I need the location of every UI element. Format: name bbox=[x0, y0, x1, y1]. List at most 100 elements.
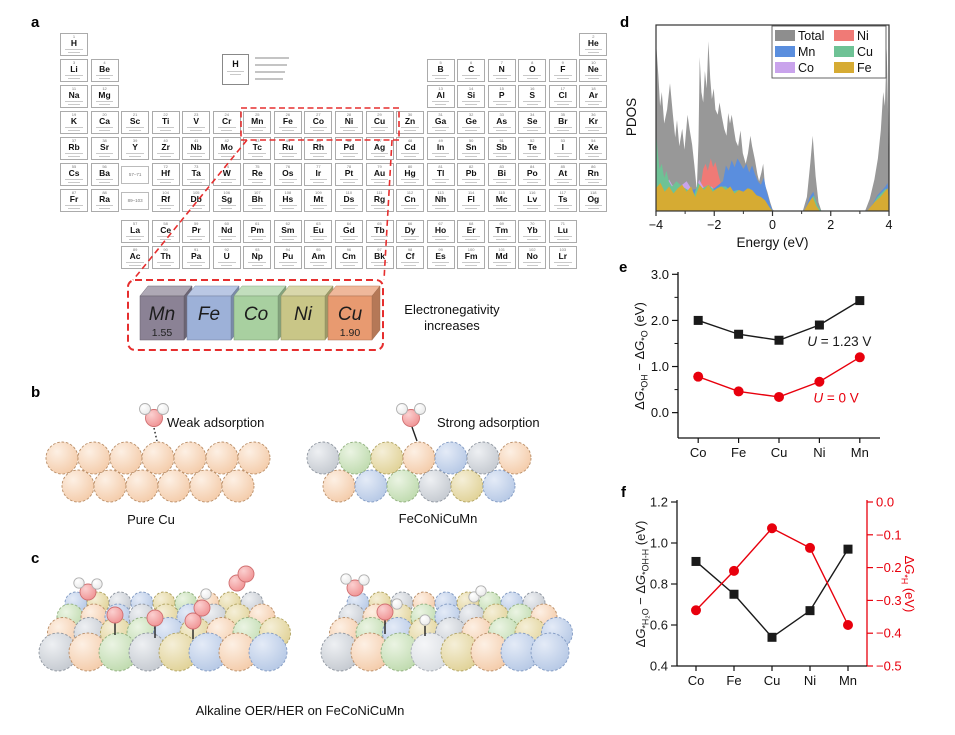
element-cell-Hg: 80 Hg bbox=[396, 163, 425, 186]
element-cell-Ga: 31 Ga bbox=[426, 111, 455, 134]
x-tick-label: −4 bbox=[649, 218, 663, 232]
element-cell-At: 85 At bbox=[548, 163, 577, 186]
cube-symbol: Ni bbox=[294, 304, 313, 325]
metal-atom-sphere bbox=[125, 469, 159, 503]
zoom-line-right bbox=[383, 139, 393, 281]
legend-label: Co bbox=[798, 61, 814, 75]
data-point-square bbox=[691, 556, 701, 566]
element-cell-Eu: 63 Eu bbox=[304, 220, 333, 243]
series-line bbox=[695, 548, 849, 639]
element-cell-Po: 84 Po bbox=[518, 163, 547, 186]
right-y-tick-label: −0.3 bbox=[876, 593, 902, 608]
x-category-label: Ni bbox=[804, 673, 816, 688]
metal-atom-sphere bbox=[45, 441, 79, 475]
data-point-square bbox=[734, 329, 744, 339]
right-y-tick-label: −0.4 bbox=[876, 626, 902, 641]
element-cell-Pb: 82 Pb bbox=[457, 163, 486, 186]
cube-front-face bbox=[280, 295, 326, 341]
data-point-square bbox=[767, 632, 777, 642]
legend-swatch-total bbox=[775, 30, 795, 41]
element-cell-No: 102 No bbox=[518, 246, 547, 269]
element-cell-Ti: 22 Ti bbox=[151, 111, 180, 134]
element-cell-Ru: 44 Ru bbox=[273, 137, 302, 160]
element-cell-As: 33 As bbox=[487, 111, 516, 134]
element-cell-Pm: 61 Pm bbox=[243, 220, 272, 243]
zoom-line-left bbox=[132, 139, 248, 281]
element-cell-Sm: 62 Sm bbox=[273, 220, 302, 243]
x-tick-label: −2 bbox=[707, 218, 721, 232]
data-point-circle bbox=[843, 620, 853, 630]
x-category-label: Mn bbox=[851, 445, 869, 460]
legend-label: Cu bbox=[857, 45, 873, 59]
strong-adsorption-label: Strong adsorption bbox=[437, 415, 540, 430]
legend-label: Total bbox=[798, 29, 824, 43]
hydrogen-atom bbox=[157, 403, 169, 415]
hydrogen-atom bbox=[73, 577, 85, 589]
cube-top-face bbox=[233, 285, 287, 297]
metal-atom-sphere bbox=[61, 469, 95, 503]
cube-top-face bbox=[139, 285, 193, 297]
element-cell-He: 2 He bbox=[579, 33, 608, 56]
metal-atom-sphere bbox=[530, 632, 570, 672]
element-placeholder: 57–71 bbox=[121, 166, 150, 184]
key-callout-text bbox=[255, 57, 289, 59]
key-callout-text bbox=[255, 71, 285, 73]
element-cell-Ni: 28 Ni bbox=[334, 111, 363, 134]
panel-b-scene bbox=[45, 403, 532, 503]
cube-top-face bbox=[186, 285, 240, 297]
data-point-square bbox=[805, 606, 815, 616]
element-cell-Lr: 103 Lr bbox=[548, 246, 577, 269]
element-cell-Sg: 106 Sg bbox=[212, 189, 241, 212]
element-cell-Ar: 18 Ar bbox=[579, 85, 608, 108]
element-cell-Fe: 26 Fe bbox=[273, 111, 302, 134]
caption-alkaline: Alkaline OER/HER on FeCoNiCuMn bbox=[195, 703, 405, 718]
element-cell-Rf: 104 Rf bbox=[151, 189, 180, 212]
data-point-square bbox=[843, 544, 853, 554]
panel-label-a: a bbox=[31, 14, 40, 31]
e-y-axis-label: ΔG*OH − ΔG*O (eV) bbox=[632, 302, 650, 410]
periodic-table-key-cell: H bbox=[222, 54, 249, 85]
metal-atom-sphere bbox=[402, 441, 436, 475]
key-callout-text bbox=[255, 78, 283, 80]
metal-atom-sphere bbox=[466, 441, 500, 475]
right-y-tick-label: −0.2 bbox=[876, 560, 902, 575]
element-cell-In: 49 In bbox=[426, 137, 455, 160]
element-cell-Hs: 108 Hs bbox=[273, 189, 302, 212]
element-cell-Mn: 25 Mn bbox=[243, 111, 272, 134]
element-cell-Hf: 72 Hf bbox=[151, 163, 180, 186]
element-cell-Os: 76 Os bbox=[273, 163, 302, 186]
metal-atom-sphere bbox=[418, 469, 452, 503]
element-cell-Pu: 94 Pu bbox=[273, 246, 302, 269]
hydrogen-atom bbox=[391, 598, 403, 610]
cube-symbol: Fe bbox=[198, 304, 220, 325]
element-cell-Cs: 55 Cs bbox=[60, 163, 88, 186]
element-cell-U: 92 U bbox=[212, 246, 241, 269]
element-cell-Fm: 100 Fm bbox=[457, 246, 486, 269]
element-highlight-box bbox=[240, 107, 400, 141]
element-cell-Na: 11 Na bbox=[60, 85, 88, 108]
element-cell-Cd: 48 Cd bbox=[396, 137, 425, 160]
x-category-label: Mn bbox=[839, 673, 857, 688]
oxygen-atom bbox=[237, 565, 255, 583]
data-point-square bbox=[774, 335, 784, 345]
element-cell-Cl: 17 Cl bbox=[548, 85, 577, 108]
f-right-y-axis-label: ΔG*H (eV) bbox=[899, 555, 917, 613]
oxygen-atom bbox=[106, 606, 124, 624]
element-cell-Bi: 83 Bi bbox=[487, 163, 516, 186]
legend-swatch-fe bbox=[834, 62, 854, 73]
oxygen-atom bbox=[145, 409, 163, 427]
x-tick-label: 4 bbox=[886, 218, 893, 232]
metal-atom-sphere bbox=[498, 441, 532, 475]
element-cell-Cf: 98 Cf bbox=[396, 246, 425, 269]
hydrogen-atom bbox=[414, 403, 426, 415]
hydrogen-atom bbox=[396, 403, 408, 415]
legend-label: Ni bbox=[857, 29, 869, 43]
metal-atom-sphere bbox=[354, 469, 388, 503]
metal-atom-sphere bbox=[237, 441, 271, 475]
oxygen-atom bbox=[376, 603, 394, 621]
electronegativity-line2: increases bbox=[424, 318, 480, 333]
element-cell-Nh: 113 Nh bbox=[426, 189, 455, 212]
